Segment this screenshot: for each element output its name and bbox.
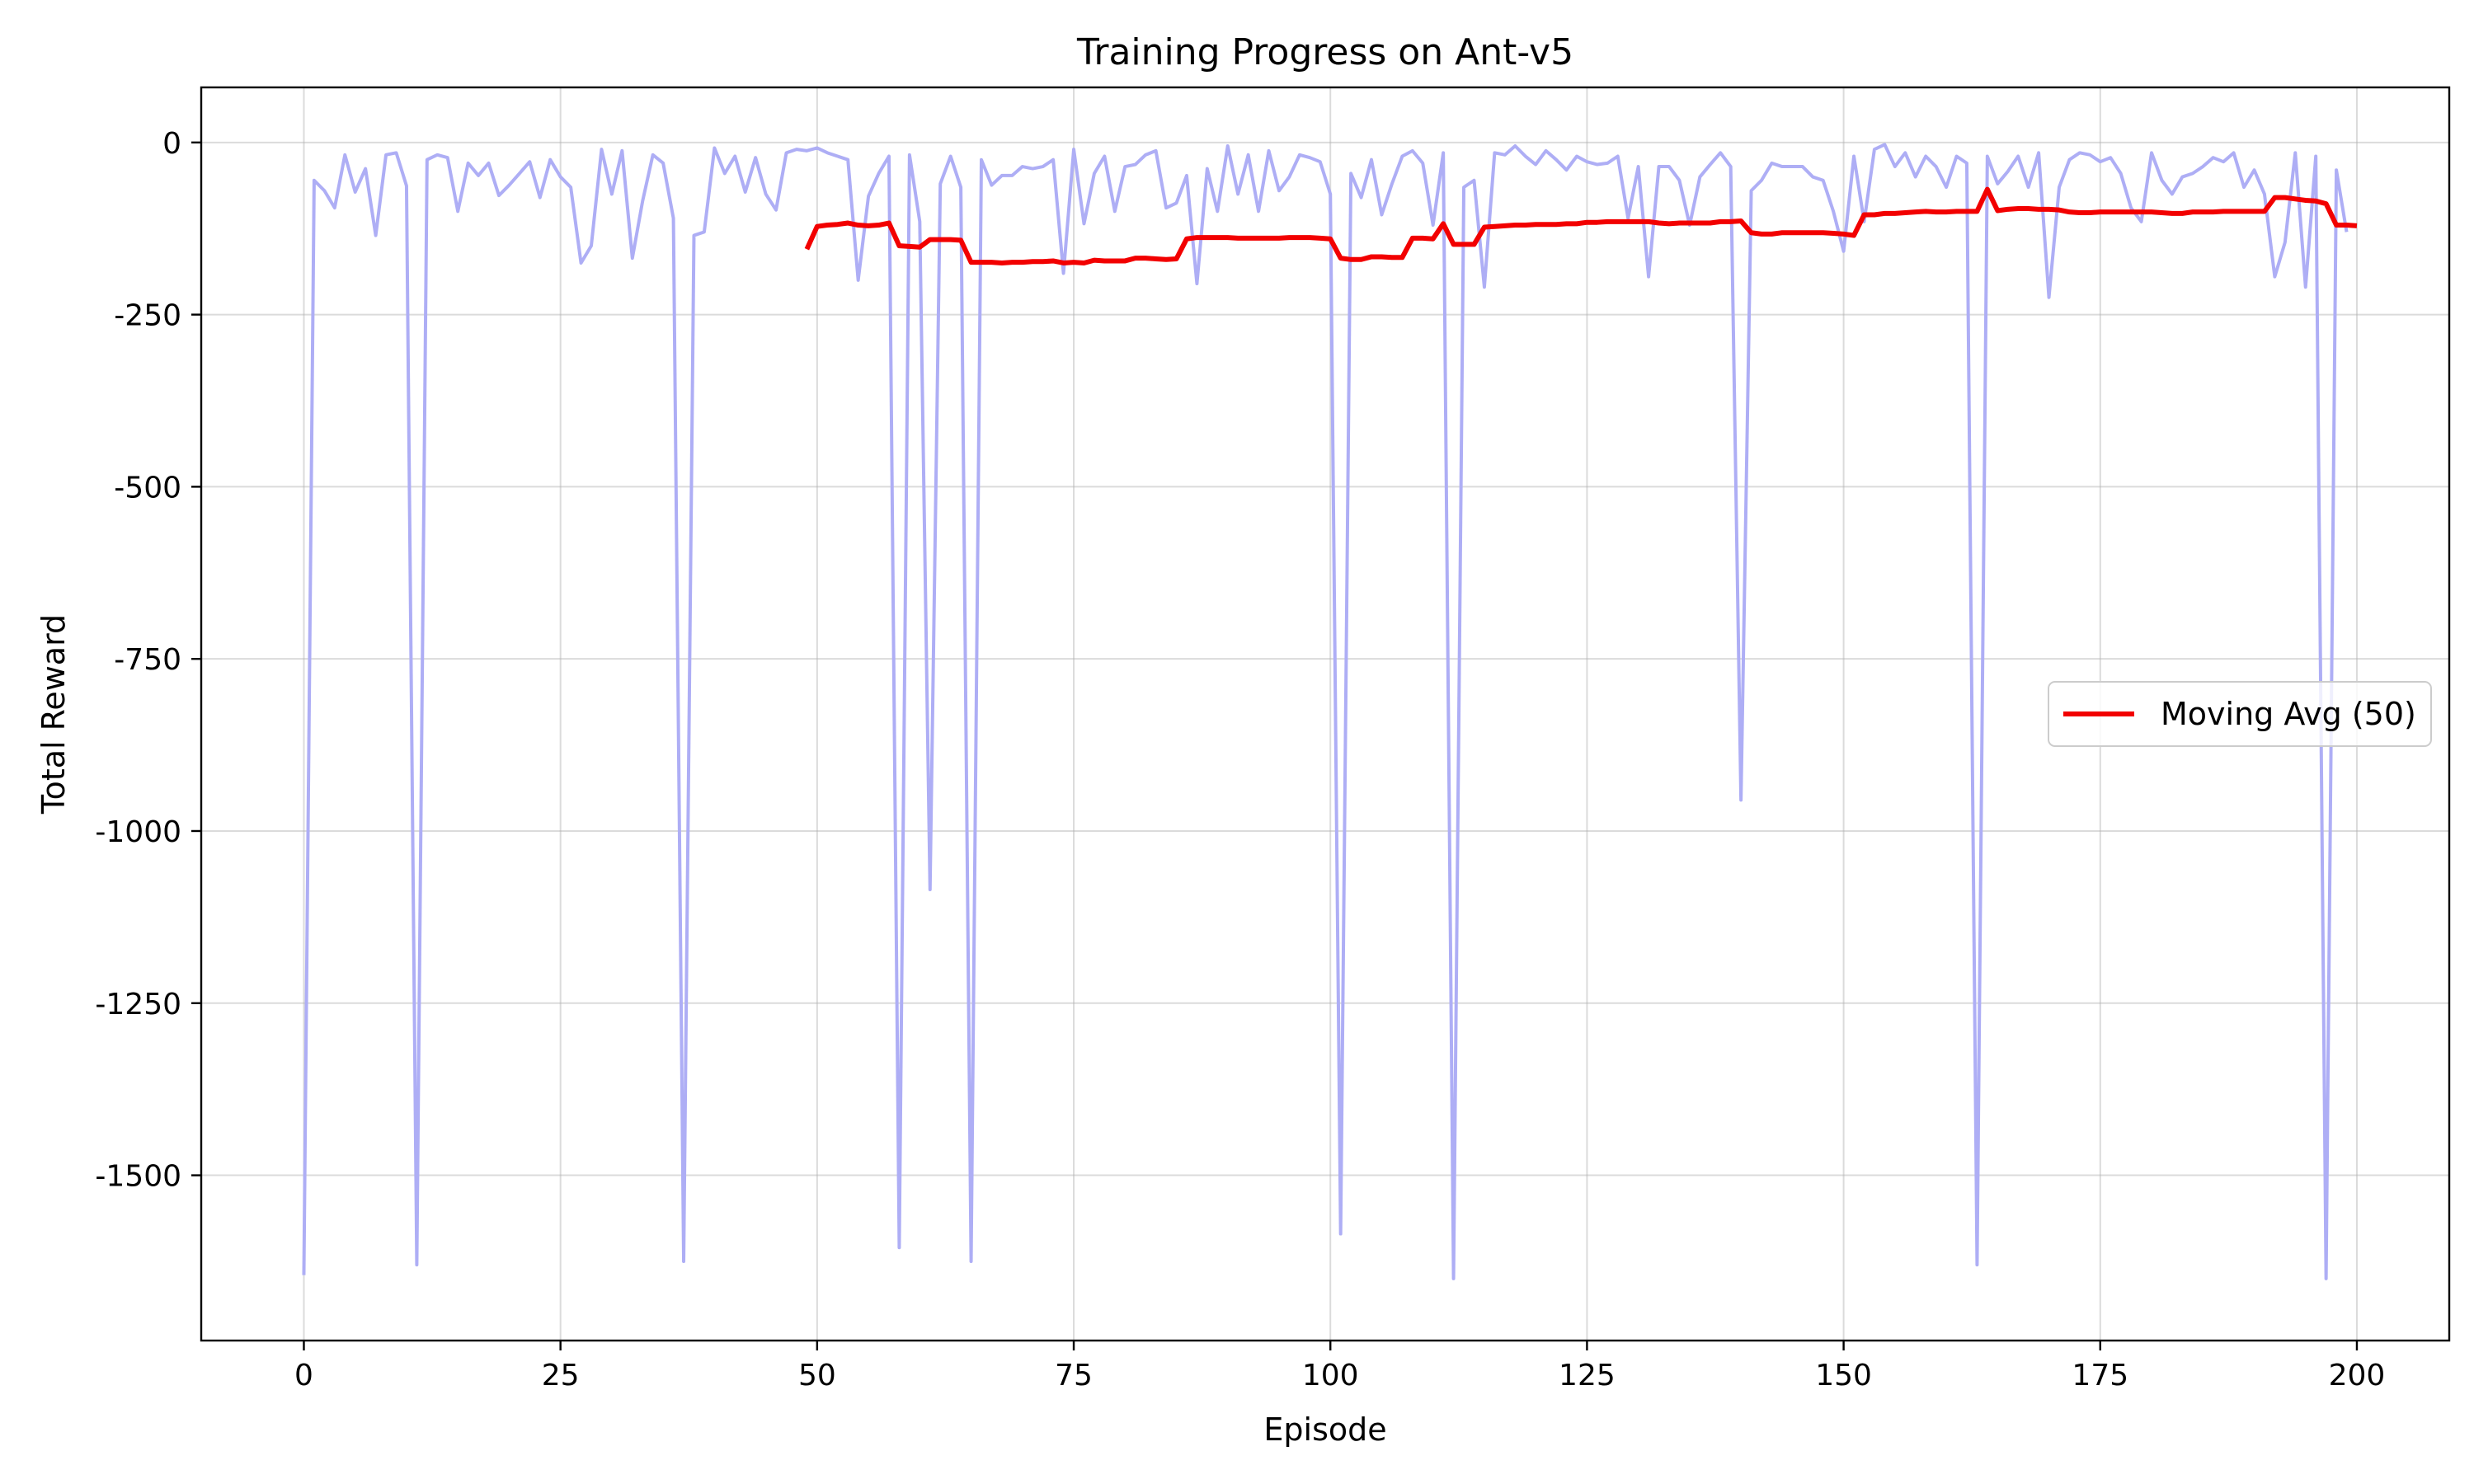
plot-frame [200, 86, 2451, 1342]
x-tick-label: 200 [2329, 1359, 2386, 1392]
x-tick-label: 50 [798, 1359, 836, 1392]
x-tick-label: 100 [1302, 1359, 1359, 1392]
y-tick-label: -750 [114, 643, 181, 677]
chart-title: Training Progress on Ant-v5 [1076, 31, 1573, 73]
x-axis-label: Episode [1263, 1411, 1386, 1448]
y-tick-label: -1250 [95, 988, 181, 1021]
y-tick-label: -1500 [95, 1160, 181, 1194]
x-tick-label: 175 [2072, 1359, 2128, 1392]
y-tick-label: -250 [114, 299, 181, 333]
episode-reward-line [302, 143, 2349, 1280]
x-tick-label: 25 [542, 1359, 580, 1392]
y-tick-label: -500 [114, 471, 181, 505]
x-tick-label: 150 [1815, 1359, 1872, 1392]
ticks: 0 25 50 75 100 125 150 175 200 0 -250 -500 -750 -1000… [95, 127, 2385, 1392]
legend-box [2048, 681, 2432, 747]
x-tick-label: 125 [1559, 1359, 1616, 1392]
y-tick-label: -1000 [95, 815, 181, 849]
legend-label-moving-avg: Moving Avg (50) [2161, 696, 2416, 732]
y-axis-label: Total Reward [35, 614, 72, 815]
y-tick-label: 0 [162, 127, 181, 161]
legend: Moving Avg (50) [2048, 681, 2432, 747]
x-tick-label: 0 [294, 1359, 313, 1392]
moving-avg-line [804, 186, 2358, 265]
series-layer [302, 143, 2358, 1280]
x-tick-label: 75 [1055, 1359, 1093, 1392]
